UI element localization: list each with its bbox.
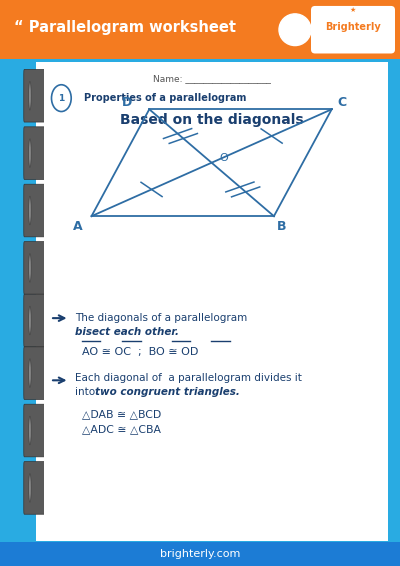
FancyBboxPatch shape (24, 404, 49, 457)
Circle shape (29, 254, 31, 282)
FancyBboxPatch shape (24, 294, 49, 347)
FancyBboxPatch shape (24, 184, 49, 237)
FancyBboxPatch shape (24, 70, 49, 122)
Text: A: A (73, 220, 83, 233)
Text: “ Parallelogram worksheet: “ Parallelogram worksheet (14, 20, 236, 35)
Circle shape (29, 196, 31, 225)
Circle shape (279, 14, 311, 46)
Text: Name: ___________________: Name: ___________________ (153, 74, 271, 83)
FancyBboxPatch shape (311, 6, 395, 53)
FancyBboxPatch shape (24, 127, 49, 179)
Circle shape (52, 85, 71, 112)
Circle shape (29, 359, 31, 388)
Text: D: D (122, 96, 132, 109)
Text: Each diagonal of  a parallelogram divides it: Each diagonal of a parallelogram divides… (75, 373, 302, 383)
Circle shape (29, 416, 31, 445)
Text: two congruent triangles.: two congruent triangles. (95, 387, 240, 397)
FancyBboxPatch shape (24, 462, 49, 514)
Circle shape (29, 82, 31, 110)
Text: △DAB ≅ △BCD: △DAB ≅ △BCD (82, 410, 161, 420)
FancyBboxPatch shape (24, 242, 49, 294)
FancyBboxPatch shape (24, 347, 49, 400)
Text: bisect each other.: bisect each other. (75, 328, 179, 337)
Text: △ADC ≅ △CBA: △ADC ≅ △CBA (82, 424, 161, 434)
Text: Properties of a parallelogram: Properties of a parallelogram (84, 93, 246, 103)
Text: Based on the diagonals: Based on the diagonals (120, 113, 304, 127)
Circle shape (29, 139, 31, 168)
Text: 1: 1 (58, 93, 64, 102)
Text: into: into (75, 387, 98, 397)
Text: AO ≅ OC  ;  BO ≅ OD: AO ≅ OC ; BO ≅ OD (82, 346, 198, 357)
Text: ★: ★ (350, 7, 356, 13)
Text: Brighterly: Brighterly (325, 22, 381, 32)
FancyBboxPatch shape (0, 0, 400, 61)
Text: B: B (277, 220, 286, 233)
Text: The diagonals of a parallelogram: The diagonals of a parallelogram (75, 313, 250, 323)
FancyBboxPatch shape (31, 55, 393, 548)
Circle shape (29, 306, 31, 335)
Circle shape (29, 474, 31, 502)
Text: O: O (219, 153, 228, 163)
Text: brighterly.com: brighterly.com (160, 549, 240, 559)
FancyBboxPatch shape (0, 542, 400, 566)
Text: C: C (338, 96, 347, 109)
